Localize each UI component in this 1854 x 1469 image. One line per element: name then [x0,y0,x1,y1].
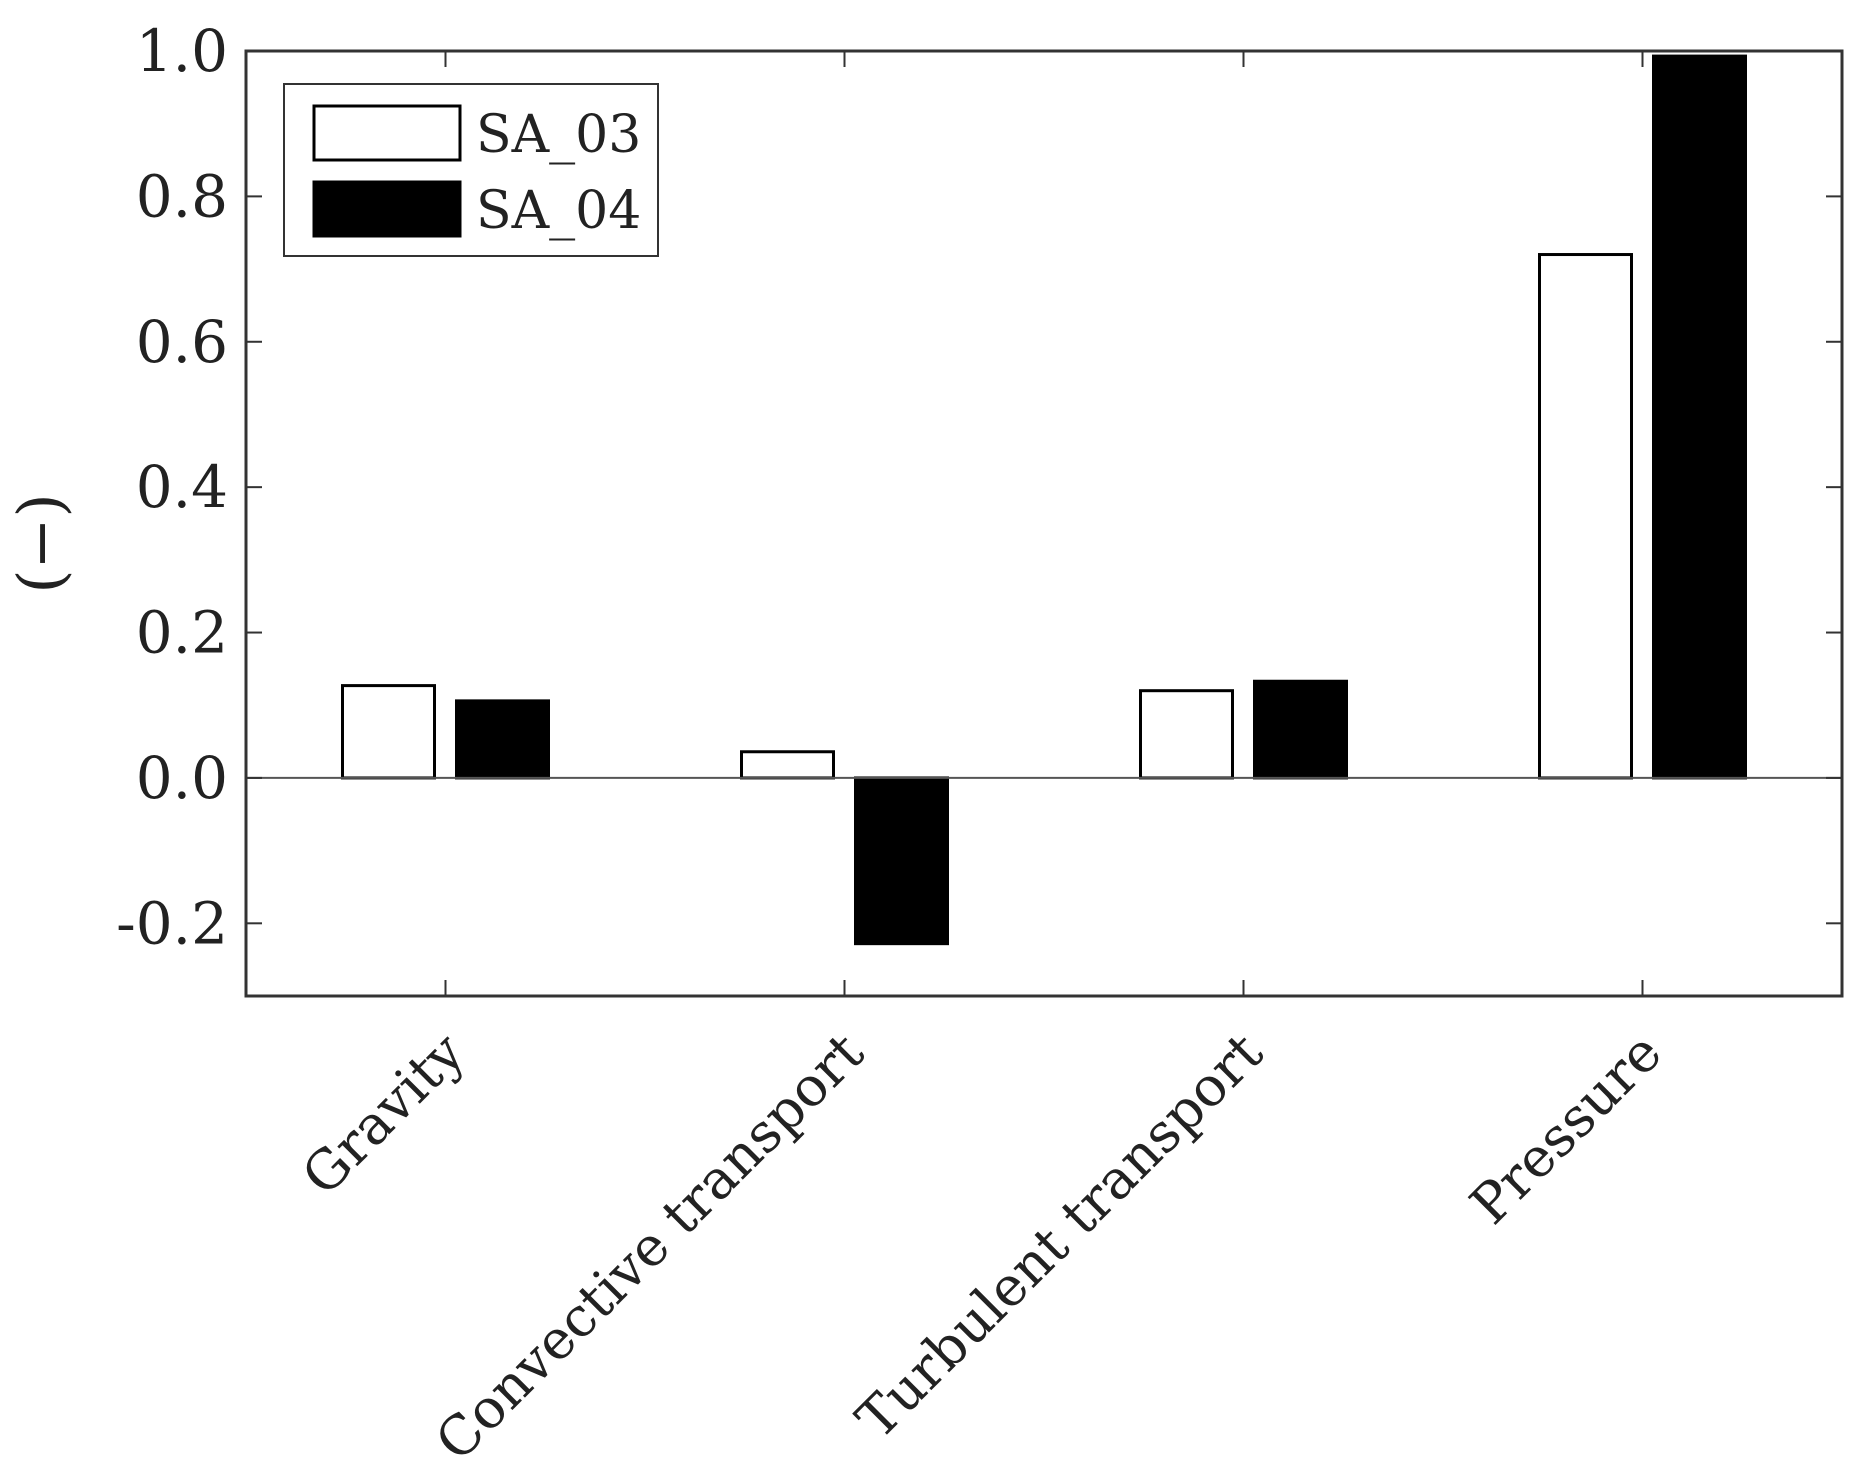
y-tick-label: 0.0 [136,744,228,812]
y-tick-label: 0.6 [136,308,228,376]
legend-label-sa-04: SA_04 [476,181,641,241]
bar-sa-04-3 [1652,54,1747,780]
y-tick-label: 1.0 [136,17,228,85]
bars-layer [341,54,1747,946]
legend: SA_03 SA_04 [283,83,659,257]
bar-sa-04-2 [1253,679,1348,780]
bar-sa-03-3 [1538,253,1633,780]
y-axis-label: (−) [4,493,77,593]
y-tick-label: 0.8 [136,162,228,230]
plot-area-frame [244,49,1844,998]
bar-sa-04-1 [854,776,949,946]
y-tick-label: 0.2 [136,599,228,667]
x-tick-label: Turbulent transport [844,1020,1275,1451]
y-tick-label: 0.4 [136,453,228,521]
x-tick-label: Pressure [1458,1021,1674,1237]
legend-label-sa-03: SA_03 [476,105,641,165]
legend-swatch-sa-03 [312,104,462,162]
bar-sa-03-2 [1139,689,1234,780]
bar-sa-03-0 [341,684,436,780]
x-tick-label: Gravity [290,1020,477,1207]
y-axis: -0.2 0.0 0.2 0.4 0.6 0.8 1.0 [116,17,1842,957]
bar-sa-04-0 [455,699,550,780]
y-tick-label: -0.2 [116,889,228,957]
bar-sa-03-1 [740,750,835,780]
legend-swatch-sa-04 [312,180,462,238]
x-tick-label: Convective transport [423,1020,876,1469]
